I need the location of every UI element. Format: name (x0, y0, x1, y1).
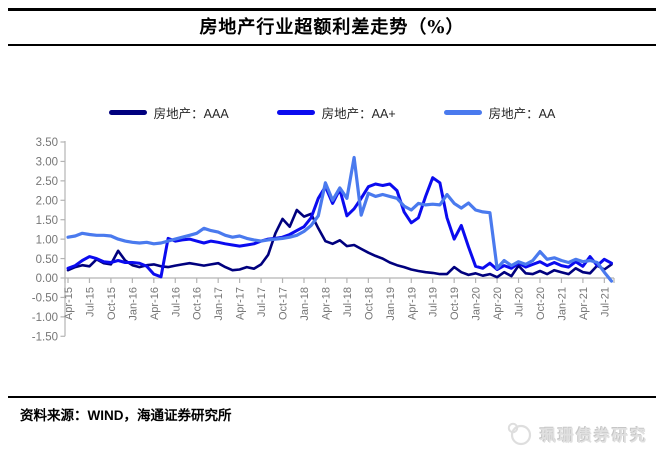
x-axis-label: Oct-17 (278, 287, 290, 320)
x-axis-label: Jul-15 (84, 287, 96, 317)
legend-item-aa-plus: 房地产：AA+ (276, 103, 396, 122)
x-axis-label: Jul-17 (256, 287, 268, 317)
chart-legend: 房地产：AAA 房地产：AA+ 房地产：AA (0, 103, 664, 122)
y-axis-label: 0.00 (36, 273, 58, 285)
x-axis-label: Apr-20 (492, 287, 504, 320)
legend-item-aaa: 房地产：AAA (108, 103, 229, 122)
x-axis-label: Apr-17 (235, 287, 247, 320)
figure-title: 房地产行业超额利差走势（%） (199, 17, 465, 38)
legend-label-aa-plus: 房地产：AA+ (321, 107, 396, 121)
series-line-2 (66, 155, 614, 283)
x-axis-label: Jan-21 (556, 287, 568, 321)
x-axis-label: Jul-20 (514, 287, 526, 317)
legend-swatch-aa (443, 110, 482, 115)
x-axis-label: Apr-21 (578, 287, 590, 320)
x-axis-label: Jan-18 (299, 287, 311, 321)
x-axis-label: Jul-18 (342, 287, 354, 317)
y-axis-label: -1.50 (32, 331, 58, 343)
x-axis-label: Oct-15 (106, 287, 118, 320)
y-axis-label: 0.50 (36, 254, 58, 266)
x-axis-label: Apr-16 (149, 287, 161, 320)
x-axis-label: Apr-18 (320, 287, 332, 320)
y-axis-label: 3.00 (36, 157, 58, 169)
legend-label-aaa: 房地产：AAA (153, 107, 229, 121)
y-axis-label: 2.00 (36, 195, 58, 207)
legend-swatch-aaa (108, 110, 147, 115)
series-line-0 (66, 208, 613, 279)
y-axis-label: 3.50 (36, 137, 58, 149)
x-axis-label: Jan-16 (127, 287, 139, 321)
x-axis-label: Oct-19 (449, 287, 461, 320)
legend-label-aa: 房地产：AA (488, 107, 556, 121)
x-axis-label: Jan-19 (385, 287, 397, 321)
x-axis-label: Oct-20 (535, 287, 547, 320)
watermark-logo-icon (507, 422, 532, 446)
x-axis-label: Apr-19 (406, 287, 418, 320)
watermark-text: 珮珊债券研究 (539, 428, 648, 445)
source-note: 资料来源：WIND，海通证券研究所 (20, 408, 232, 423)
title-top-rule (8, 8, 656, 11)
x-axis-label: Apr-15 (63, 287, 75, 320)
legend-item-aa: 房地产：AA (443, 103, 556, 122)
x-axis-label: Jan-20 (471, 287, 483, 321)
x-axis-label: Jan-17 (213, 287, 225, 321)
watermark: 珮珊债券研究 (506, 421, 648, 447)
y-axis-label: -0.50 (32, 293, 58, 305)
title-bottom-rule (8, 44, 656, 46)
x-axis-label: Jul-16 (170, 287, 182, 317)
x-axis-label: Oct-16 (192, 287, 204, 320)
x-axis-label: Oct-18 (363, 287, 375, 320)
x-axis-label: Jul-19 (428, 287, 440, 317)
y-axis-label: 1.50 (36, 215, 58, 227)
y-axis-label: 1.00 (36, 234, 58, 246)
y-axis-label: -1.00 (32, 312, 58, 324)
y-axis-label: 2.50 (36, 176, 58, 188)
legend-swatch-aa-plus (276, 110, 315, 115)
footer-rule (8, 396, 656, 398)
x-axis-label: Jul-21 (599, 287, 611, 317)
